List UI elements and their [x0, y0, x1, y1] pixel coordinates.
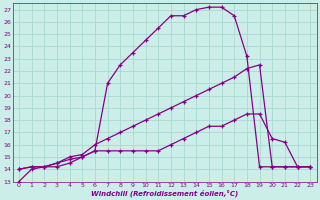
- X-axis label: Windchill (Refroidissement éolien,°C): Windchill (Refroidissement éolien,°C): [91, 189, 238, 197]
